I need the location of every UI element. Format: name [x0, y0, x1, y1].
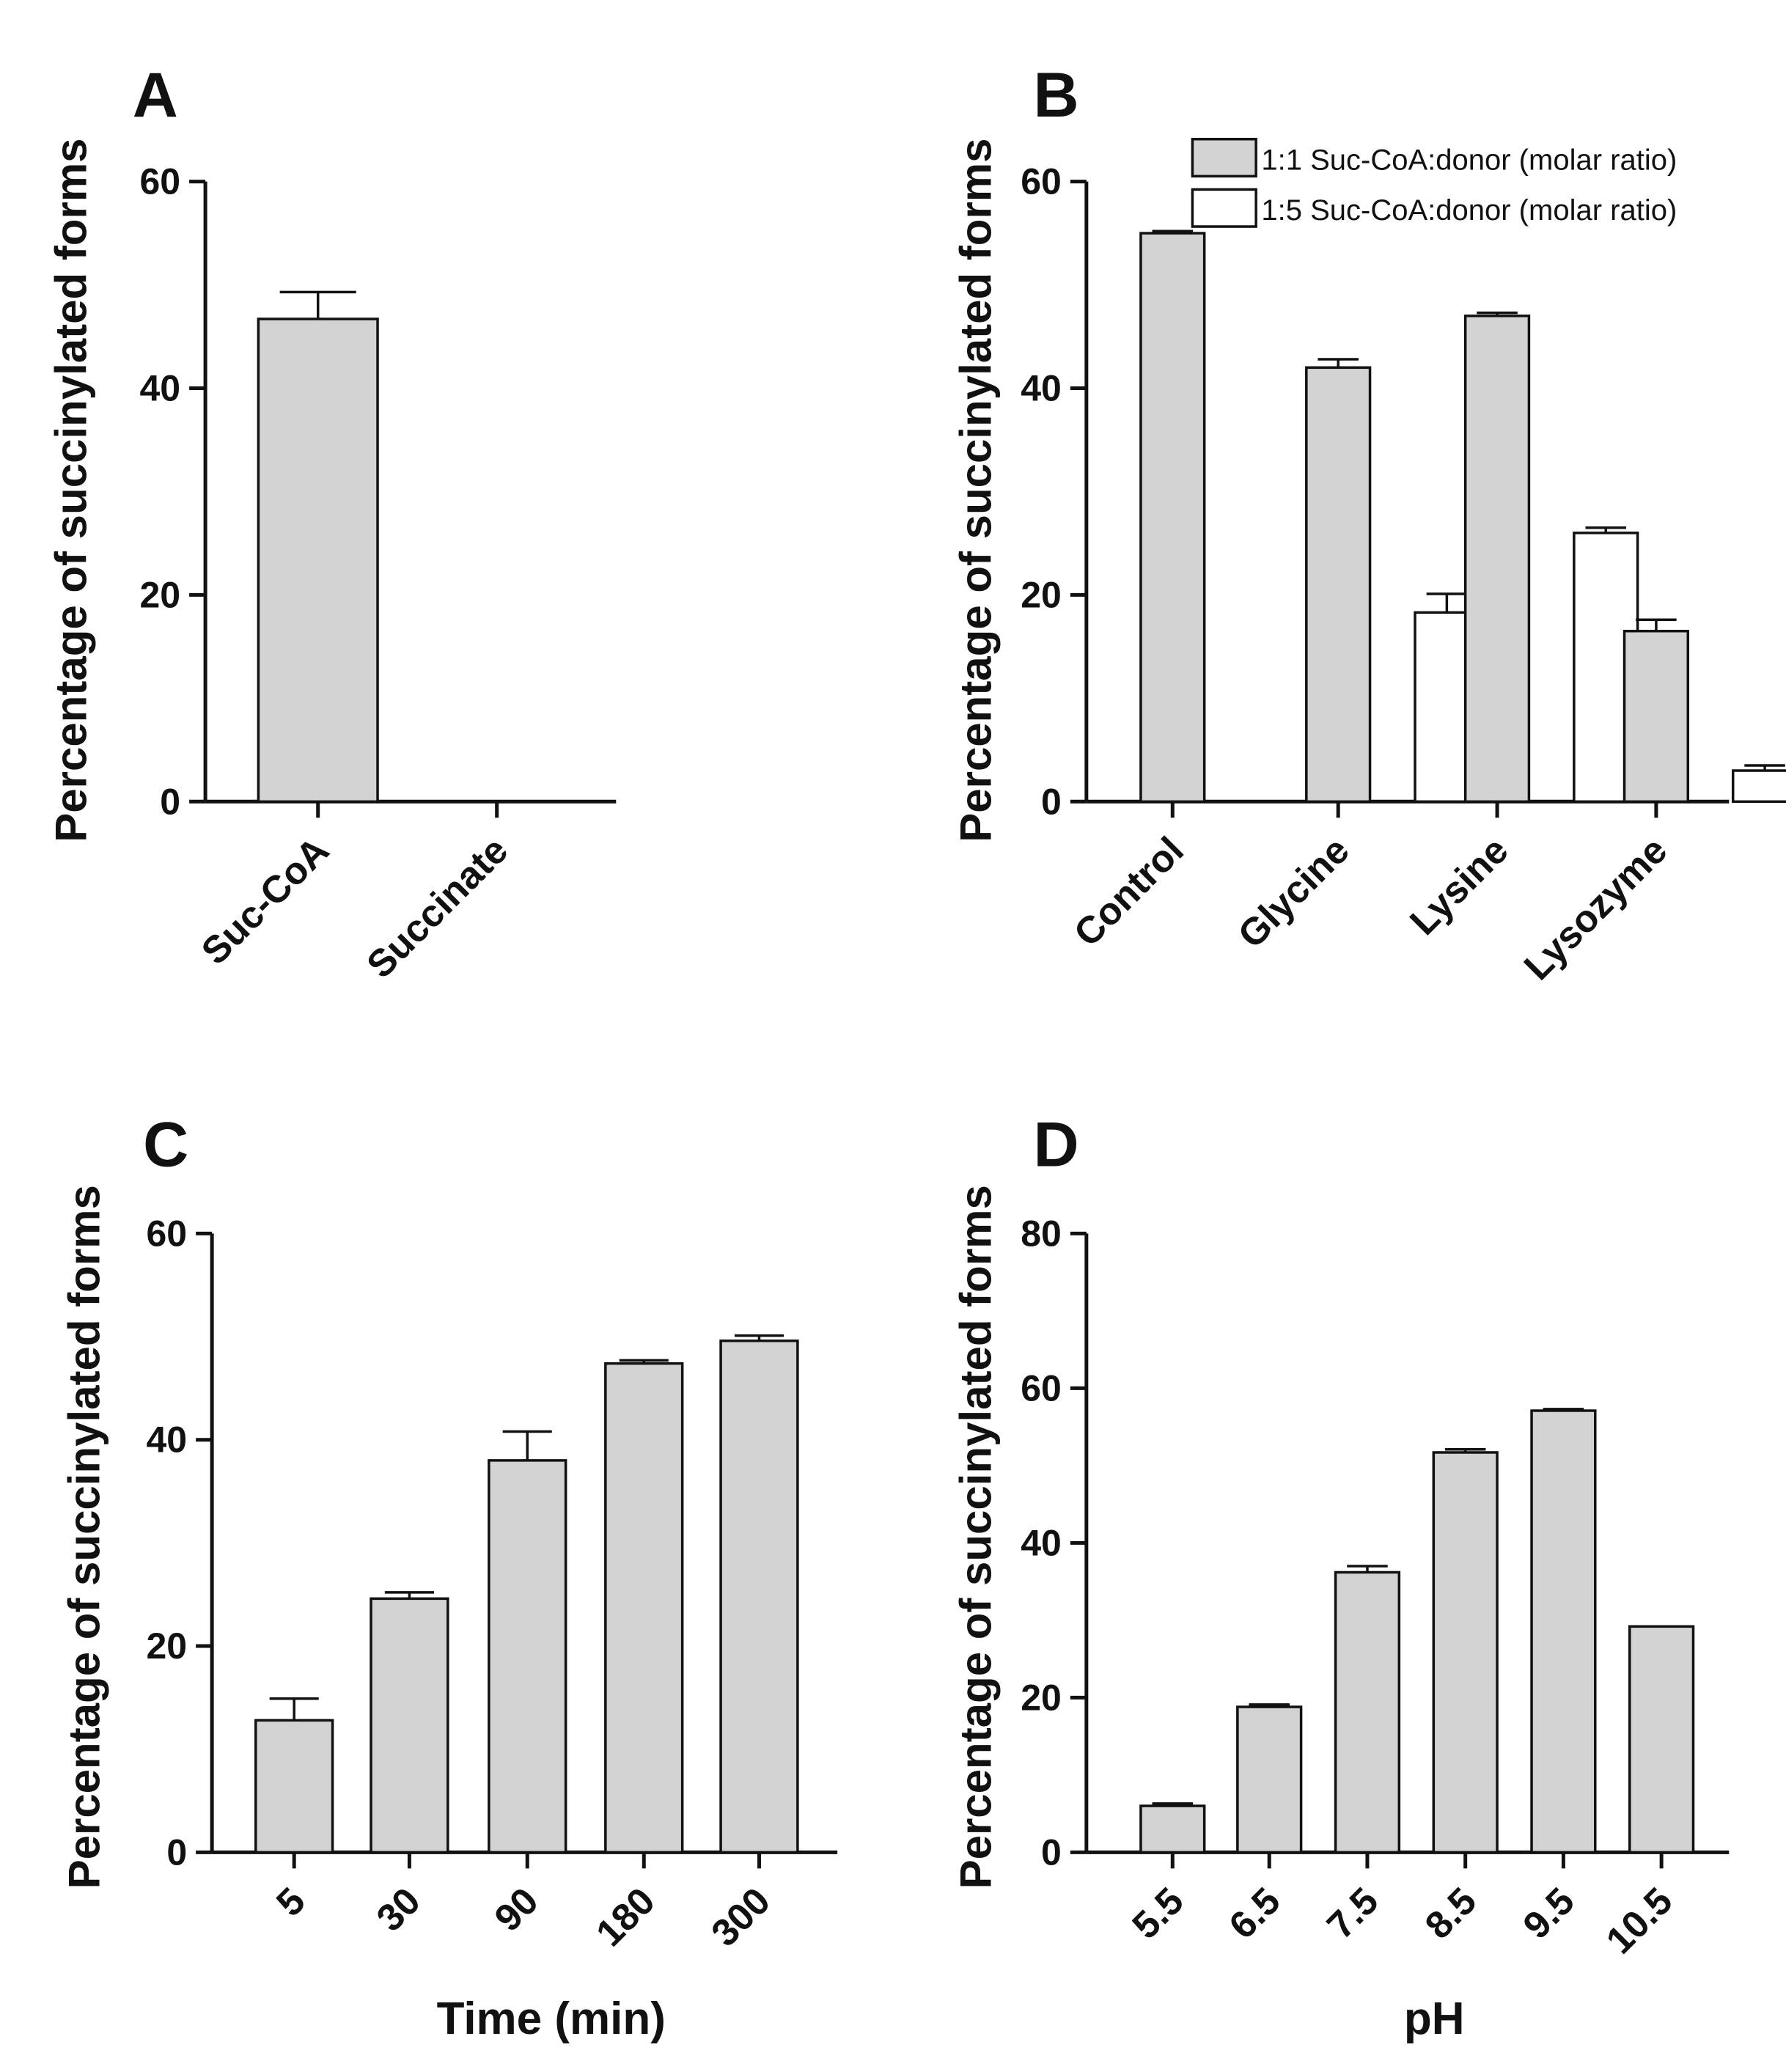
bar-c-5-s0: [254, 1719, 334, 1854]
y-tick-label: 60: [1021, 161, 1062, 202]
bar-c-300-s0: [719, 1339, 799, 1854]
y-tick-label: 20: [1021, 574, 1062, 615]
y-tick-label: 40: [1021, 367, 1062, 408]
y-axis-label: Percentage of succinylated forms: [952, 1185, 1001, 1889]
y-tick-label: 60: [147, 1213, 188, 1254]
y-tick-label: 40: [139, 367, 180, 408]
panel-letter: A: [133, 60, 178, 131]
legend-swatch: [1191, 137, 1257, 178]
panel-letter: C: [143, 1109, 188, 1180]
y-tick-label: 20: [1021, 1677, 1062, 1718]
y-tick-label: 0: [160, 781, 180, 822]
y-tick-label: 60: [1021, 1367, 1062, 1408]
bar-d-7-5-s0: [1334, 1570, 1401, 1854]
y-tick-label: 60: [139, 161, 180, 202]
bar-b-glycine-s0: [1305, 366, 1372, 804]
bar-b-control-s0: [1139, 232, 1206, 804]
legend-swatch: [1191, 188, 1257, 228]
bar-c-30-s0: [370, 1597, 449, 1854]
y-tick-label: 0: [1041, 1832, 1062, 1873]
legend-label: 1:5 Suc-CoA:donor (molar ratio): [1261, 194, 1677, 227]
bar-c-180-s0: [604, 1362, 684, 1854]
bar-d-5-5-s0: [1139, 1804, 1206, 1854]
legend-label: 1:1 Suc-CoA:donor (molar ratio): [1261, 144, 1677, 176]
x-axis-label: Time (min): [437, 1994, 666, 2044]
y-axis-label: Percentage of succinylated forms: [60, 1185, 109, 1889]
x-axis-label: pH: [1404, 1994, 1465, 2044]
bar-d-9-5-s0: [1530, 1409, 1597, 1854]
y-axis-label: Percentage of succinylated forms: [952, 138, 1001, 842]
y-tick-label: 80: [1021, 1213, 1062, 1254]
y-tick-label: 40: [147, 1419, 188, 1461]
chart-panel-b: B Percentage of succinylated forms 0 20 40 60…: [952, 60, 1786, 988]
bar-d-10-5-s0: [1628, 1625, 1695, 1854]
y-tick-label: 20: [147, 1625, 188, 1667]
panel-letter: B: [1034, 60, 1079, 131]
bar-a-suc-coa-s0: [257, 317, 379, 804]
y-tick-label: 0: [1041, 781, 1062, 822]
bar-b-lysozyme-s0: [1623, 629, 1690, 804]
y-tick-label: 0: [166, 1832, 187, 1873]
bar-c-90-s0: [488, 1459, 567, 1854]
y-axis-label: Percentage of succinylated forms: [46, 138, 95, 842]
y-tick-label: 40: [1021, 1522, 1062, 1563]
y-tick-label: 20: [139, 574, 180, 615]
bar-d-8-5-s0: [1432, 1451, 1499, 1854]
bar-d-6-5-s0: [1236, 1705, 1303, 1854]
bar-b-lysozyme-s1: [1731, 769, 1786, 804]
panel-letter: D: [1034, 1109, 1079, 1180]
bar-b-lysine-s0: [1463, 315, 1531, 804]
